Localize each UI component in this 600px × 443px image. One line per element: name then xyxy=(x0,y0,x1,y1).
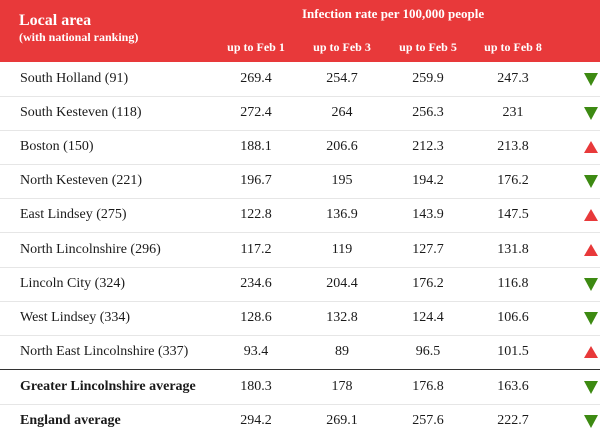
rate-value: 89 xyxy=(335,344,349,359)
column-header-feb-5: up to Feb 5 xyxy=(399,40,457,54)
trend-down-icon xyxy=(584,278,598,291)
rate-value: 101.5 xyxy=(497,344,529,359)
area-column-subtitle: (with national ranking) xyxy=(19,30,139,44)
table-row: North Lincolnshire (296) 117.2 119 127.7 131… xyxy=(0,233,600,268)
table-row: Greater Lincolnshire average 180.3 178 176.… xyxy=(0,370,600,405)
table-row: Boston (150) 188.1 206.6 212.3 213.8 xyxy=(0,130,600,165)
rate-value: 212.3 xyxy=(412,139,444,154)
rate-value: 176.8 xyxy=(412,379,444,394)
rate-value: 259.9 xyxy=(412,71,444,86)
rate-value: 176.2 xyxy=(412,276,444,291)
trend-down-icon xyxy=(584,312,598,325)
rate-value: 188.1 xyxy=(240,139,272,154)
column-header-feb-1: up to Feb 1 xyxy=(227,40,285,54)
rate-value: 180.3 xyxy=(240,379,272,394)
area-name: Lincoln City (324) xyxy=(20,276,125,291)
rate-value: 96.5 xyxy=(415,344,441,359)
trend-up-icon xyxy=(584,209,598,221)
rate-value: 106.6 xyxy=(497,310,529,325)
area-name: North East Lincolnshire (337) xyxy=(20,344,189,359)
trend-down-icon xyxy=(584,381,598,394)
rate-value: 247.3 xyxy=(497,71,529,86)
rate-value: 147.5 xyxy=(497,207,529,222)
rate-value: 132.8 xyxy=(326,310,358,325)
trend-up-icon xyxy=(584,346,598,358)
area-name: South Kesteven (118) xyxy=(20,105,142,120)
rate-value: 234.6 xyxy=(240,276,272,291)
rate-value: 176.2 xyxy=(497,173,529,188)
rate-value: 117.2 xyxy=(240,242,272,257)
rate-value: 116.8 xyxy=(497,276,529,291)
rate-value: 254.7 xyxy=(326,71,358,86)
trend-down-icon xyxy=(584,415,598,428)
trend-up-icon xyxy=(584,244,598,256)
rate-value: 269.1 xyxy=(326,413,358,428)
rate-value: 294.2 xyxy=(240,413,272,428)
rate-value: 163.6 xyxy=(497,379,529,394)
area-name: Greater Lincolnshire average xyxy=(20,379,196,394)
area-name: Boston (150) xyxy=(20,139,94,154)
rate-value: 264 xyxy=(331,105,353,120)
rate-value: 127.7 xyxy=(412,242,444,257)
table-row: North East Lincolnshire (337) 93.4 89 96.5 1… xyxy=(0,335,600,370)
rate-value: 204.4 xyxy=(326,276,358,291)
area-name: South Holland (91) xyxy=(20,71,129,86)
table-row: Lincoln City (324) 234.6 204.4 176.2 116.8 xyxy=(0,267,600,302)
table-header: Local area (with national ranking) Infec… xyxy=(0,0,600,62)
area-name: North Kesteven (221) xyxy=(20,173,143,188)
rate-value: 143.9 xyxy=(412,207,444,222)
table-row: West Lindsey (334) 128.6 132.8 124.4 106.6 xyxy=(0,301,600,336)
table-row: North Kesteven (221) 196.7 195 194.2 176.2 xyxy=(0,164,600,199)
area-name: East Lindsey (275) xyxy=(20,207,127,222)
rate-value: 196.7 xyxy=(240,173,272,188)
rate-value: 213.8 xyxy=(497,139,529,154)
column-header-feb-3: up to Feb 3 xyxy=(313,40,371,54)
rate-value: 222.7 xyxy=(497,413,529,428)
rate-value: 256.3 xyxy=(412,105,444,120)
table-row: South Kesteven (118) 272.4 264 256.3 231 xyxy=(0,96,600,131)
table-row: England average 294.2 269.1 257.6 222.7 xyxy=(0,404,600,438)
rate-value: 178 xyxy=(331,379,353,394)
trend-down-icon xyxy=(584,73,598,86)
rate-value: 124.4 xyxy=(412,310,444,325)
rate-value: 269.4 xyxy=(240,71,272,86)
rate-value: 257.6 xyxy=(412,413,444,428)
trend-up-icon xyxy=(584,141,598,153)
rate-value: 195 xyxy=(331,173,353,188)
rate-value: 93.4 xyxy=(243,344,269,359)
rate-span-title: Infection rate per 100,000 people xyxy=(302,6,485,21)
area-name: North Lincolnshire (296) xyxy=(20,242,161,257)
table-row: South Holland (91) 269.4 254.7 259.9 247.3 xyxy=(0,62,600,97)
rate-value: 122.8 xyxy=(240,207,272,222)
rate-value: 136.9 xyxy=(326,207,358,222)
rate-value: 194.2 xyxy=(412,173,444,188)
trend-down-icon xyxy=(584,107,598,120)
rate-value: 231 xyxy=(502,105,524,120)
table-row: East Lindsey (275) 122.8 136.9 143.9 147.5 xyxy=(0,198,600,233)
rate-value: 119 xyxy=(331,242,353,257)
trend-down-icon xyxy=(584,175,598,188)
rate-value: 206.6 xyxy=(326,139,358,154)
rate-value: 272.4 xyxy=(240,105,272,120)
rate-value: 128.6 xyxy=(240,310,272,325)
column-header-feb-8: up to Feb 8 xyxy=(484,40,542,54)
area-name: England average xyxy=(20,413,121,428)
rate-value: 131.8 xyxy=(497,242,529,257)
area-name: West Lindsey (334) xyxy=(20,310,131,325)
area-column-title: Local area xyxy=(19,12,92,29)
